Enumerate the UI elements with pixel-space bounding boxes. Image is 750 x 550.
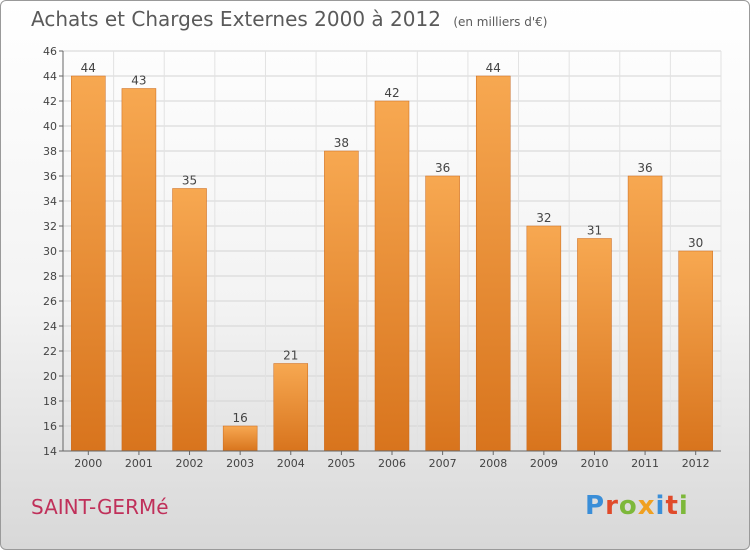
chart-title: Achats et Charges Externes 2000 à 2012: [31, 7, 441, 31]
logo-letter: P: [585, 491, 606, 521]
x-tick-label: 2007: [429, 457, 457, 470]
y-tick-label: 46: [43, 45, 57, 58]
value-label: 35: [182, 174, 197, 188]
x-tick-label: 2006: [378, 457, 406, 470]
y-tick-label: 26: [43, 295, 57, 308]
x-tick-label: 2003: [226, 457, 254, 470]
y-tick-label: 36: [43, 170, 57, 183]
proxiti-logo[interactable]: Proxiti: [585, 491, 689, 521]
value-label: 42: [384, 86, 399, 100]
value-label: 44: [81, 61, 96, 75]
value-label: 31: [587, 224, 602, 238]
bar-2006: [374, 100, 410, 452]
bar-2003: [222, 425, 258, 452]
x-tick-label: 2008: [479, 457, 507, 470]
x-tick-label: 2002: [176, 457, 204, 470]
value-label: 36: [637, 161, 652, 175]
bar-2007: [425, 175, 460, 452]
logo-letter: i: [655, 491, 666, 521]
bar-2011: [627, 175, 663, 452]
bar-2010: [577, 238, 612, 452]
x-tick-label: 2004: [277, 457, 305, 470]
place-name: SAINT-GERMé: [31, 495, 169, 519]
y-tick-label: 18: [43, 395, 57, 408]
bar-2005: [324, 150, 359, 452]
y-tick-label: 34: [43, 195, 57, 208]
bar-2002: [172, 188, 207, 452]
logo-letter: i: [678, 491, 689, 521]
x-tick-label: 2001: [125, 457, 153, 470]
chart-subtitle: (en milliers d'€): [453, 15, 548, 29]
value-label: 44: [486, 61, 501, 75]
bar-2012: [678, 250, 713, 452]
axes: 14 16 18 20 22 24 26 28 30 32 34 36 38 40 42 44 46 2000 20…: [43, 45, 721, 470]
bar-2004: [273, 363, 309, 452]
x-tick-label: 2005: [327, 457, 355, 470]
y-tick-label: 42: [43, 95, 57, 108]
x-tick-label: 2009: [530, 457, 558, 470]
y-tick-label: 14: [43, 445, 57, 458]
y-tick-label: 22: [43, 345, 57, 358]
bars: 44 43 35 16 21 38 42 36 44 32 31 36 30: [71, 61, 713, 452]
y-tick-label: 40: [43, 120, 57, 133]
chart-title-row: Achats et Charges Externes 2000 à 2012 (…: [31, 7, 547, 31]
value-label: 36: [435, 161, 450, 175]
logo-letter: t: [665, 491, 679, 521]
logo-letter: o: [618, 491, 638, 521]
bar-2008: [475, 75, 511, 452]
logo-letter: r: [605, 491, 619, 521]
value-label: 21: [283, 349, 298, 363]
value-label: 30: [688, 236, 703, 250]
bar-2000: [71, 75, 106, 452]
x-tick-label: 2012: [682, 457, 710, 470]
value-label: 16: [233, 411, 248, 425]
bar-2001: [121, 88, 157, 452]
bar-2009: [526, 225, 562, 452]
y-tick-label: 28: [43, 270, 57, 283]
value-label: 43: [131, 74, 146, 88]
logo-letter: x: [637, 491, 656, 521]
y-tick-label: 32: [43, 220, 57, 233]
y-tick-label: 38: [43, 145, 57, 158]
value-label: 32: [536, 211, 551, 225]
y-tick-label: 16: [43, 420, 57, 433]
x-tick-label: 2011: [631, 457, 659, 470]
y-tick-label: 20: [43, 370, 57, 383]
y-tick-label: 24: [43, 320, 57, 333]
x-tick-label: 2010: [580, 457, 608, 470]
value-label: 38: [334, 136, 349, 150]
y-tick-label: 30: [43, 245, 57, 258]
x-tick-label: 2000: [74, 457, 102, 470]
y-tick-label: 44: [43, 70, 57, 83]
